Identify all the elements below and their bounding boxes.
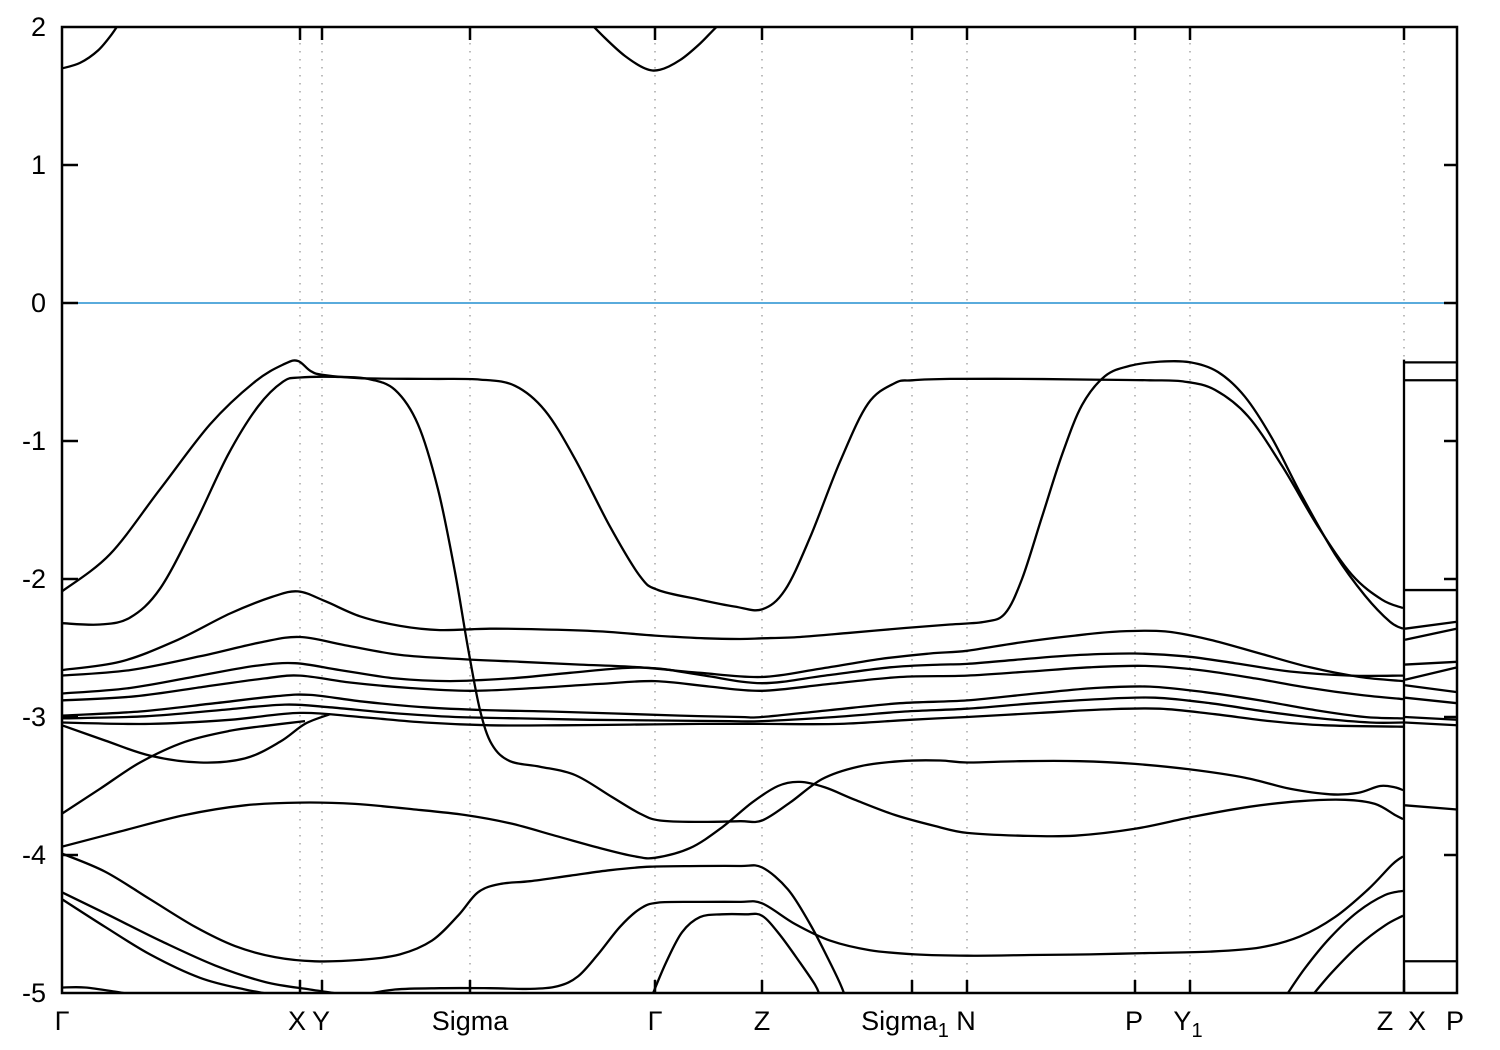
x-axis-label: Sigma: [432, 1006, 510, 1036]
right-panel-band-5: [1404, 660, 1458, 666]
right-panel-band-11: [1404, 804, 1458, 811]
y-axis-label: -5: [22, 978, 46, 1008]
band-curve-deep-flat-rise: [366, 855, 1404, 993]
band-curve-cluster-6: [62, 707, 1404, 728]
band-curve-cluster-1: [62, 629, 1404, 683]
right-panel-band-3: [1404, 620, 1458, 630]
right-panel-band-4: [1404, 627, 1458, 641]
x-axis-label: Γ: [55, 1006, 70, 1036]
x-axis-label: Z: [1377, 1006, 1394, 1036]
band-curve-arc-minus3.6: [62, 780, 1404, 860]
x-axis-label: N: [956, 1006, 976, 1036]
band-curve-deep-drop-2: [62, 898, 271, 993]
right-panel-band-8: [1404, 696, 1458, 705]
band-curve-cluster-2: [62, 652, 1404, 695]
right-panel-band-9: [1404, 715, 1458, 721]
y-axis-label: -3: [22, 702, 46, 732]
band-curve-dome-A: [62, 359, 1404, 612]
right-panel-band-7: [1404, 684, 1458, 694]
band-curve-deep-drop-1: [62, 891, 342, 993]
band-curve-dip-below-cluster: [62, 713, 331, 764]
x-axis-label: X: [288, 1006, 306, 1036]
band-curve-cluster-3: [62, 664, 1404, 702]
x-axis-label: P: [1125, 1006, 1143, 1036]
x-axis-label: Γ: [648, 1006, 663, 1036]
band-curve-rise-bottom-right-2: [1312, 914, 1404, 993]
band-curve-rise-bottom-right-1: [1286, 889, 1404, 993]
x-axis-label: Sigma1: [861, 1006, 949, 1042]
band-curve-riser-gamma-left: [62, 719, 306, 815]
y-axis-label: -4: [22, 840, 46, 870]
y-axis-label: 2: [31, 12, 46, 42]
band-curve-dome-mid-right: [62, 359, 1404, 672]
x-axis-label: P: [1446, 1006, 1464, 1036]
band-curve-corner-graze: [62, 986, 131, 993]
plot-border: [60, 25, 1459, 995]
band-curve-deep-bump-gamma-z: [651, 912, 821, 993]
band-curve-deep-valley-band: [62, 852, 846, 993]
y-axis-label: 0: [31, 288, 46, 318]
y-axis-label: -1: [22, 426, 46, 456]
x-axis-label: X: [1408, 1006, 1426, 1036]
y-axis-label: -2: [22, 564, 46, 594]
band-curve-cluster-4: [62, 685, 1404, 720]
x-axis-label: Y1: [1173, 1006, 1202, 1042]
right-panel-band-10: [1404, 721, 1458, 727]
band-curve-dome-B: [62, 375, 1404, 824]
y-axis-label: 1: [31, 150, 46, 180]
band-curve-conduction-left: [62, 27, 119, 70]
band-curve-conduction-gamma-dip: [592, 27, 719, 72]
band-curve-cluster-5: [62, 696, 1404, 724]
right-panel-band-6: [1404, 666, 1458, 681]
x-axis-label: Z: [754, 1006, 771, 1036]
x-axis-label: Y: [312, 1006, 330, 1036]
